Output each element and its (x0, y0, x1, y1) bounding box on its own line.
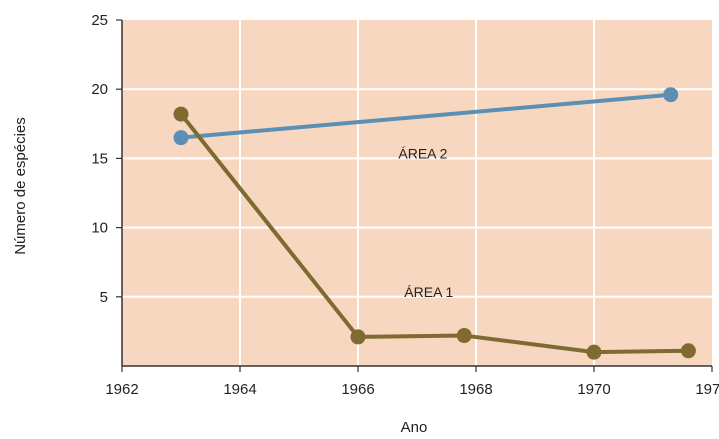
x-tick-label: 1964 (223, 381, 256, 398)
series-line (180, 92, 671, 140)
ticks: 1962 1964 1966 1968 1970 1972 5 10 15 20 25 (91, 12, 719, 398)
x-tick-label: 1968 (459, 381, 492, 398)
data-point (456, 328, 472, 344)
data-point (586, 344, 602, 360)
data-point (680, 343, 696, 359)
y-tick-label: 20 (91, 81, 108, 98)
y-tick-label: 5 (100, 289, 108, 306)
x-tick-label: 1970 (577, 381, 610, 398)
grid (122, 20, 712, 366)
data-point (350, 329, 366, 345)
series-label: ÁREA 1 (404, 284, 453, 300)
x-axis-label: Ano (401, 419, 428, 436)
data-point (173, 106, 189, 122)
x-tick-label: 1972 (695, 381, 719, 398)
y-tick-label: 25 (91, 12, 108, 29)
x-tick-label: 1966 (341, 381, 374, 398)
plot-background (122, 20, 712, 366)
y-axis-label: Número de espécies (12, 117, 29, 255)
axes (121, 20, 712, 367)
x-tick-label: 1962 (105, 381, 138, 398)
data-point (173, 130, 189, 146)
series (173, 87, 696, 360)
data-point (663, 87, 679, 103)
y-tick-label: 10 (91, 220, 108, 237)
series-label: ÁREA 2 (398, 145, 447, 161)
annotations: ÁREA 2 ÁREA 1 (398, 145, 453, 299)
y-tick-label: 15 (91, 150, 108, 167)
